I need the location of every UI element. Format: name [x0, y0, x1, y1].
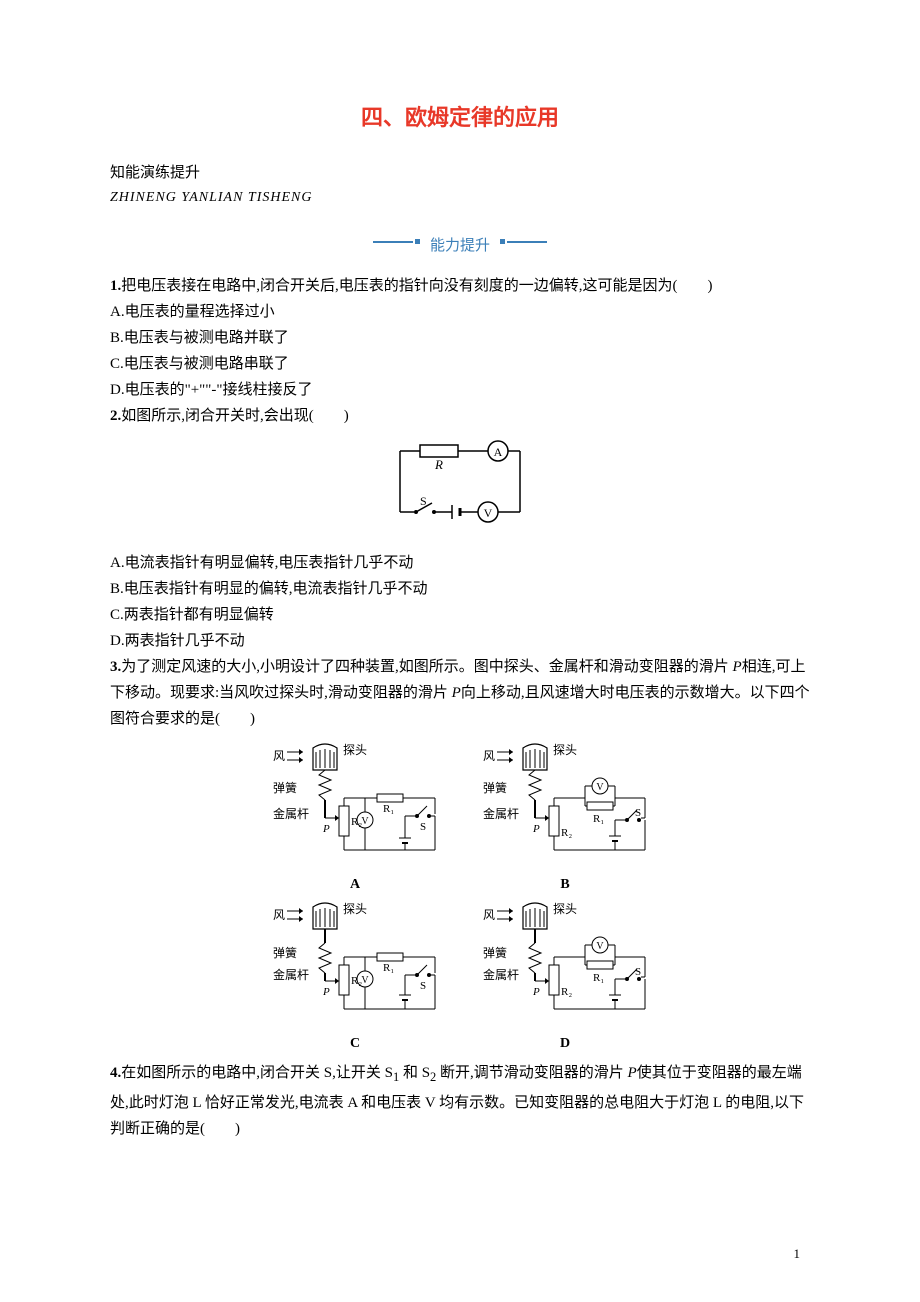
- q3-diagram-d: 风 探头 弹簧 金属杆 P R₂: [475, 899, 655, 1052]
- q3-caption-a: A: [265, 877, 445, 893]
- page-title: 四、欧姆定律的应用: [110, 100, 810, 132]
- bar-line-left: [373, 241, 413, 243]
- section-bar: 能力提升: [110, 234, 810, 255]
- svg-text:风: 风: [273, 908, 285, 922]
- svg-text:S: S: [420, 980, 426, 992]
- q2-stem: 如图所示,闭合开关时,会出现( ): [121, 408, 349, 424]
- q3-caption-b: B: [475, 877, 655, 893]
- q2-circuit-diagram: R A S V: [110, 437, 810, 542]
- svg-text:风: 风: [483, 908, 495, 922]
- q3-diagram-a: 风 探头 弹簧 金属杆 P: [265, 740, 445, 893]
- bar-dot-left: [415, 239, 420, 244]
- subheading: 知能演练提升: [110, 160, 810, 186]
- svg-text:弹簧: 弹簧: [483, 780, 507, 795]
- question-4: 4.在如图所示的电路中,闭合开关 S,让开关 S1 和 S2 断开,调节滑动变阻…: [110, 1060, 810, 1142]
- svg-text:R₁: R₁: [383, 803, 394, 815]
- q4-num: 4.: [110, 1065, 121, 1081]
- svg-text:V: V: [484, 506, 493, 520]
- svg-text:弹簧: 弹簧: [273, 945, 297, 960]
- q3-num: 3.: [110, 659, 121, 675]
- question-1: 1.把电压表接在电路中,闭合开关后,电压表的指针向没有刻度的一边偏转,这可能是因…: [110, 273, 810, 403]
- bar-line-right: [507, 241, 547, 243]
- q2-num: 2.: [110, 408, 121, 424]
- svg-text:金属杆: 金属杆: [483, 967, 519, 982]
- q4-var-p: P: [628, 1065, 637, 1081]
- svg-text:金属杆: 金属杆: [483, 806, 519, 821]
- q1-choice-b: B.电压表与被测电路并联了: [110, 325, 810, 351]
- page-number: 1: [794, 1246, 801, 1262]
- q3-var-p1: P: [733, 659, 742, 675]
- svg-text:R₂: R₂: [561, 986, 572, 998]
- q1-choice-a: A.电压表的量程选择过小: [110, 299, 810, 325]
- svg-text:P: P: [322, 986, 330, 998]
- svg-text:弹簧: 弹簧: [273, 780, 297, 795]
- svg-text:R₂: R₂: [561, 827, 572, 839]
- q1-num: 1.: [110, 278, 121, 294]
- svg-text:S: S: [420, 821, 426, 833]
- q1-stem: 把电压表接在电路中,闭合开关后,电压表的指针向没有刻度的一边偏转,这可能是因为(…: [121, 278, 712, 294]
- svg-text:R: R: [434, 457, 443, 472]
- svg-text:P: P: [532, 823, 540, 835]
- svg-text:探头: 探头: [343, 743, 367, 757]
- q1-choice-c: C.电压表与被测电路串联了: [110, 351, 810, 377]
- q2-choice-b: B.电压表指针有明显的偏转,电流表指针几乎不动: [110, 576, 810, 602]
- q2-choice-d: D.两表指针几乎不动: [110, 628, 810, 654]
- bar-dot-right: [500, 239, 505, 244]
- svg-text:金属杆: 金属杆: [273, 806, 309, 821]
- q3-caption-c: C: [265, 1036, 445, 1052]
- q3-diagram-b: 风 探头 弹簧 金属杆 P R₂: [475, 740, 655, 893]
- q2-choice-c: C.两表指针都有明显偏转: [110, 602, 810, 628]
- svg-text:R₁: R₁: [383, 962, 394, 974]
- q4-stem-3: 断开,调节滑动变阻器的滑片: [436, 1065, 627, 1081]
- q3-caption-d: D: [475, 1036, 655, 1052]
- svg-text:V: V: [361, 975, 369, 986]
- q1-choice-d: D.电压表的"+""-"接线柱接反了: [110, 377, 810, 403]
- q2-choice-a: A.电流表指针有明显偏转,电压表指针几乎不动: [110, 550, 810, 576]
- svg-text:A: A: [494, 445, 503, 459]
- q4-stem-2: 和 S: [399, 1065, 430, 1081]
- svg-text:探头: 探头: [553, 902, 577, 916]
- svg-text:风: 风: [273, 749, 285, 763]
- svg-text:S: S: [635, 807, 641, 819]
- svg-text:探头: 探头: [343, 902, 367, 916]
- svg-text:金属杆: 金属杆: [273, 967, 309, 982]
- svg-text:R₁: R₁: [593, 813, 604, 825]
- q3-diagrams: 风 探头 弹簧 金属杆 P: [110, 740, 810, 1052]
- svg-text:风: 风: [483, 749, 495, 763]
- svg-text:V: V: [361, 816, 369, 827]
- q3-diagram-c: 风 探头 弹簧 金属杆 P R₂: [265, 899, 445, 1052]
- svg-text:P: P: [532, 986, 540, 998]
- svg-text:P: P: [322, 823, 330, 835]
- q2-choices: A.电流表指针有明显偏转,电压表指针几乎不动 B.电压表指针有明显的偏转,电流表…: [110, 550, 810, 654]
- subheading-pinyin: ZHINENG YANLIAN TISHENG: [110, 190, 810, 206]
- svg-text:S: S: [420, 494, 427, 508]
- q4-stem-1: 在如图所示的电路中,闭合开关 S,让开关 S: [121, 1065, 393, 1081]
- svg-text:V: V: [596, 941, 604, 952]
- svg-text:R₁: R₁: [593, 972, 604, 984]
- svg-text:弹簧: 弹簧: [483, 945, 507, 960]
- svg-text:S: S: [635, 966, 641, 978]
- question-3: 3.为了测定风速的大小,小明设计了四种装置,如图所示。图中探头、金属杆和滑动变阻…: [110, 654, 810, 732]
- svg-text:探头: 探头: [553, 743, 577, 757]
- svg-text:V: V: [596, 782, 604, 793]
- question-2: 2.如图所示,闭合开关时,会出现( ): [110, 403, 810, 429]
- q3-stem-1: 为了测定风速的大小,小明设计了四种装置,如图所示。图中探头、金属杆和滑动变阻器的…: [121, 659, 729, 675]
- q3-var-p2: P: [452, 685, 461, 701]
- section-bar-text: 能力提升: [430, 234, 490, 255]
